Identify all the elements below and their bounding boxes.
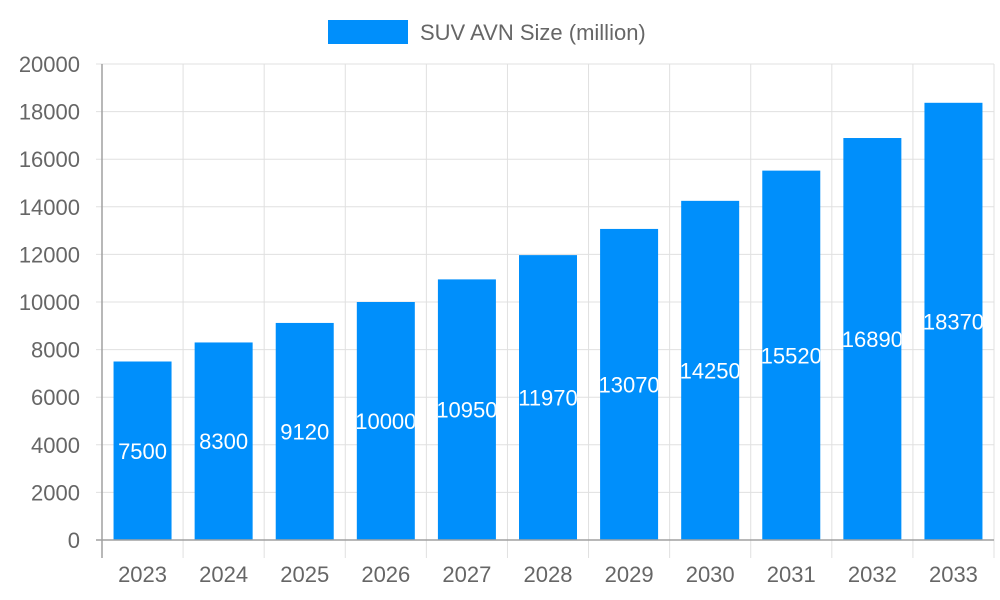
y-tick-label: 14000 <box>19 195 80 220</box>
data-label: 10000 <box>355 409 416 434</box>
data-label: 7500 <box>118 439 167 464</box>
legend-swatch <box>328 20 408 44</box>
bar[interactable] <box>924 102 983 540</box>
x-tick-label: 2032 <box>848 562 897 587</box>
x-tick-label: 2028 <box>524 562 573 587</box>
bar[interactable] <box>762 170 821 540</box>
y-tick-label: 8000 <box>31 338 80 363</box>
data-label: 9120 <box>280 419 329 444</box>
x-tick-label: 2027 <box>442 562 491 587</box>
y-tick-label: 12000 <box>19 242 80 267</box>
x-tick-label: 2026 <box>361 562 410 587</box>
bar[interactable] <box>194 342 253 540</box>
data-label: 11970 <box>518 386 578 411</box>
data-label: 16890 <box>842 327 903 352</box>
legend[interactable]: SUV AVN Size (million) <box>328 20 646 45</box>
bar[interactable] <box>437 279 496 540</box>
y-tick-label: 0 <box>68 528 80 553</box>
bar[interactable] <box>843 138 902 540</box>
bar[interactable] <box>519 255 577 540</box>
y-tick-label: 18000 <box>19 100 80 125</box>
data-label: 8300 <box>199 429 248 454</box>
x-tick-label: 2031 <box>767 562 816 587</box>
x-tick-label: 2024 <box>199 562 248 587</box>
data-label: 15520 <box>761 343 822 368</box>
x-tick-label: 2033 <box>929 562 978 587</box>
y-tick-label: 16000 <box>19 147 80 172</box>
y-tick-label: 20000 <box>19 52 80 77</box>
bar[interactable] <box>681 200 740 540</box>
x-tick-label: 2029 <box>605 562 654 587</box>
y-tick-label: 2000 <box>31 480 80 505</box>
bars: 7500 8300 9120 10000 10950 11970 13070 14250 155… <box>113 102 984 541</box>
bar[interactable] <box>356 302 415 540</box>
x-tick-label: 2025 <box>280 562 329 587</box>
x-tick-label: 2023 <box>118 562 167 587</box>
y-tick-label: 4000 <box>31 433 80 458</box>
bar[interactable] <box>113 361 172 541</box>
data-label: 18370 <box>923 309 984 334</box>
bar[interactable] <box>275 322 334 540</box>
data-label: 10950 <box>436 398 497 423</box>
axes: 0 2000 4000 6000 8000 10000 12000 14000 16000 180… <box>19 52 994 587</box>
y-tick-label: 6000 <box>31 385 80 410</box>
data-label: 13070 <box>598 372 659 397</box>
legend-label: SUV AVN Size (million) <box>420 20 646 45</box>
data-label: 14250 <box>680 358 741 383</box>
y-tick-label: 10000 <box>19 290 80 315</box>
x-tick-label: 2030 <box>686 562 735 587</box>
bar[interactable] <box>600 228 659 540</box>
